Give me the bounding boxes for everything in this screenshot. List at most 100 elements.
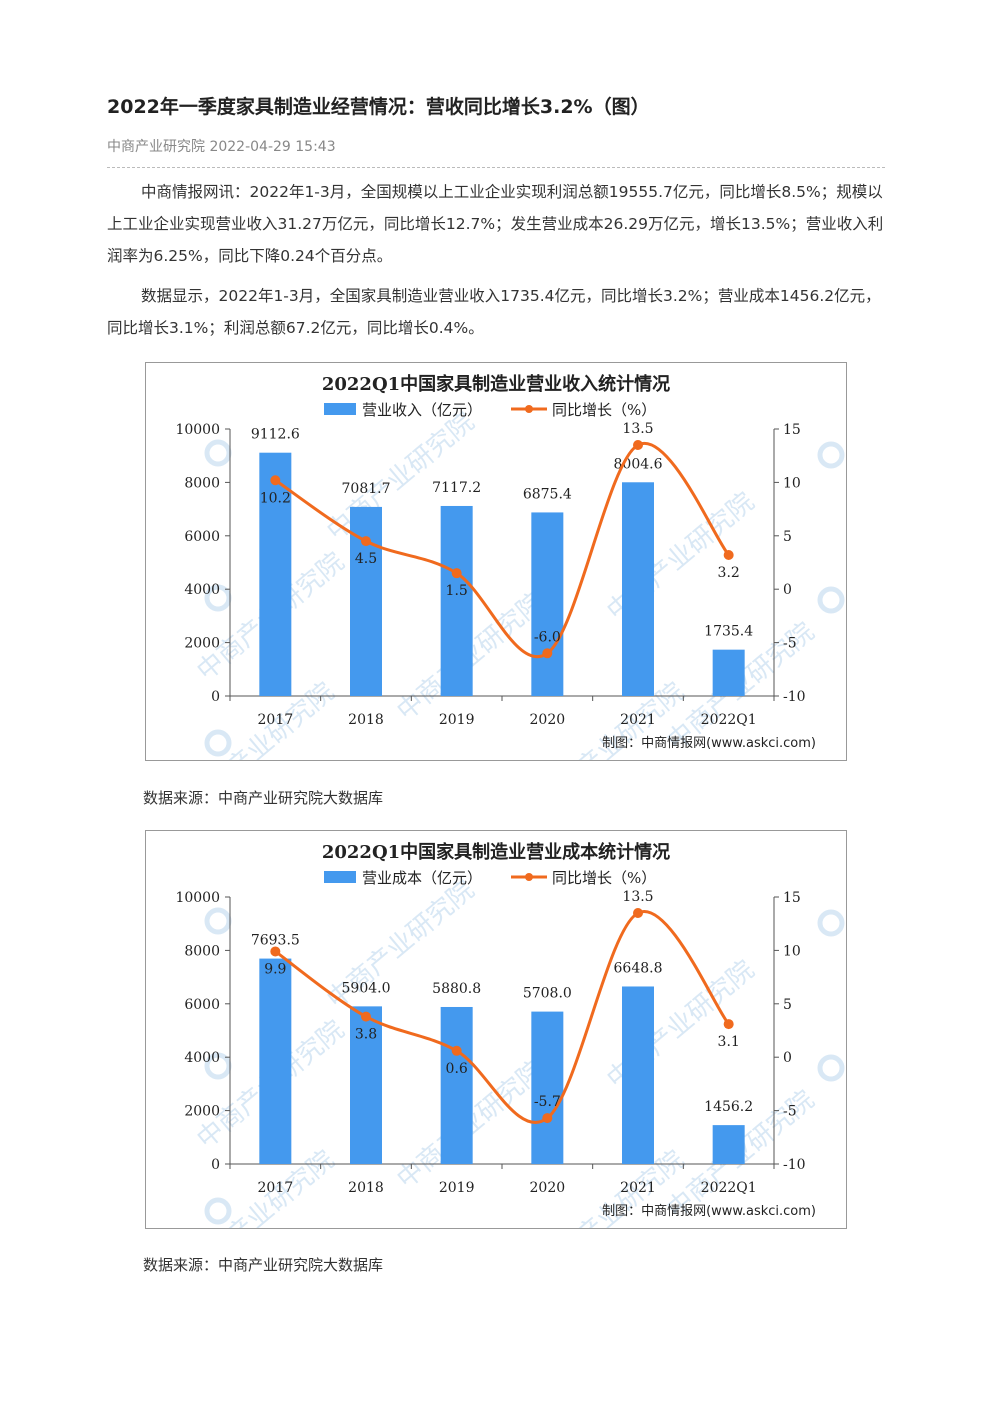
right-axis-tick-label: 15	[783, 422, 801, 438]
watermark-logo	[817, 441, 845, 469]
left-axis-tick-label: 6000	[184, 529, 220, 545]
bar-value-label: 1456.2	[704, 1099, 753, 1115]
growth-value-label: 13.5	[622, 421, 653, 437]
growth-value-label: 3.2	[718, 565, 740, 581]
x-axis-tick-label: 2017	[258, 1180, 294, 1196]
bar	[259, 958, 292, 1164]
bar-value-label: 5880.8	[432, 981, 481, 997]
right-axis-tick-label: 0	[783, 1050, 792, 1066]
revenue-chart-svg: 中商产业研究院中商产业研究院中商产业研究院中商产业研究院中商产业研究院中商产业研…	[175, 373, 845, 760]
bar-value-label: 5904.0	[342, 980, 391, 996]
cost-chart-svg: 中商产业研究院中商产业研究院中商产业研究院中商产业研究院中商产业研究院中商产业研…	[175, 841, 845, 1228]
watermark-logo	[817, 1054, 845, 1082]
growth-value-label: 3.8	[355, 1027, 377, 1043]
bar	[440, 1006, 473, 1164]
right-axis-tick-label: 10	[783, 943, 801, 959]
right-axis-tick-label: 5	[783, 529, 792, 545]
growth-value-label: 10.2	[260, 490, 291, 506]
watermark-logo	[817, 909, 845, 937]
legend-bar-swatch	[324, 871, 356, 883]
legend-line-label: 同比增长（%）	[552, 869, 656, 887]
right-axis-tick-label: -5	[783, 636, 797, 652]
watermark-logo	[817, 586, 845, 614]
legend-bar-label: 营业成本（亿元）	[362, 869, 482, 887]
right-axis-tick-label: -10	[783, 689, 806, 705]
x-axis-tick-label: 2021	[620, 712, 656, 728]
bar-value-label: 7117.2	[432, 480, 481, 496]
growth-value-label: 1.5	[446, 583, 468, 599]
watermark-logo	[204, 1197, 232, 1225]
growth-point	[542, 1113, 553, 1124]
growth-value-label: 0.6	[446, 1061, 468, 1077]
right-axis-tick-label: 5	[783, 997, 792, 1013]
right-axis-tick-label: 10	[783, 475, 801, 491]
watermark-logo	[204, 439, 232, 467]
left-axis-tick-label: 0	[211, 1157, 220, 1173]
watermark-logo	[204, 584, 232, 612]
bar	[440, 505, 473, 696]
right-axis-tick-label: 0	[783, 582, 792, 598]
right-axis-tick-label: -10	[783, 1157, 806, 1173]
bar	[259, 452, 292, 696]
x-axis-tick-label: 2017	[258, 712, 294, 728]
bar	[712, 1125, 745, 1164]
growth-point	[723, 1019, 734, 1030]
bar-value-label: 7693.5	[251, 933, 300, 949]
watermark-logo	[204, 1052, 232, 1080]
x-axis-tick-label: 2019	[439, 712, 475, 728]
x-axis-tick-label: 2020	[530, 712, 566, 728]
growth-value-label: 4.5	[355, 551, 377, 567]
growth-point	[633, 440, 643, 451]
source-note-1: 数据来源：中商产业研究院大数据库	[143, 789, 384, 807]
x-axis-tick-label: 2020	[530, 1180, 566, 1196]
growth-point	[270, 946, 281, 957]
left-axis-tick-label: 10000	[175, 890, 220, 906]
divider	[107, 167, 885, 168]
growth-point	[361, 1011, 371, 1022]
growth-value-label: 13.5	[622, 889, 653, 905]
left-axis-tick-label: 8000	[184, 943, 220, 959]
growth-point	[633, 908, 643, 919]
growth-point	[451, 1045, 462, 1056]
x-axis-tick-label: 2022Q1	[701, 712, 757, 728]
source-note-2: 数据来源：中商产业研究院大数据库	[143, 1256, 384, 1274]
growth-value-label: 9.9	[264, 961, 286, 977]
chart-title: 2022Q1中国家具制造业营业成本统计情况	[322, 841, 670, 863]
bar	[712, 649, 745, 696]
bar-value-label: 6648.8	[614, 960, 663, 976]
watermark-logo	[204, 907, 232, 935]
legend-bar-swatch	[324, 403, 356, 415]
x-axis-tick-label: 2018	[348, 1180, 384, 1196]
legend-line-marker	[525, 873, 533, 881]
bar	[350, 1006, 382, 1164]
bar	[622, 482, 654, 696]
right-axis-tick-label: 15	[783, 890, 801, 906]
watermark-logo	[204, 729, 232, 757]
legend-line-marker	[525, 405, 533, 413]
article-title: 2022年一季度家具制造业经营情况：营收同比增长3.2%（图）	[107, 96, 650, 118]
bar	[531, 512, 564, 696]
paragraph-2: 数据显示，2022年1-3月，全国家具制造业营业收入1735.4亿元，同比增长3…	[107, 287, 881, 337]
legend-bar-label: 营业收入（亿元）	[362, 401, 482, 419]
growth-point	[361, 536, 371, 547]
left-axis-tick-label: 10000	[175, 422, 220, 438]
growth-point	[542, 648, 553, 659]
chart-title: 2022Q1中国家具制造业营业收入统计情况	[322, 373, 670, 395]
left-axis-tick-label: 2000	[184, 636, 220, 652]
x-axis-tick-label: 2019	[439, 1180, 475, 1196]
right-axis-tick-label: -5	[783, 1104, 797, 1120]
revenue-chart: 中商产业研究院中商产业研究院中商产业研究院中商产业研究院中商产业研究院中商产业研…	[145, 362, 847, 761]
x-axis-tick-label: 2021	[620, 1180, 656, 1196]
bar-value-label: 1735.4	[704, 624, 753, 640]
chart-credit: 制图：中商情报网(www.askci.com)	[602, 736, 816, 751]
cost-chart: 中商产业研究院中商产业研究院中商产业研究院中商产业研究院中商产业研究院中商产业研…	[145, 830, 847, 1229]
growth-value-label: 3.1	[718, 1034, 740, 1050]
left-axis-tick-label: 0	[211, 689, 220, 705]
growth-point	[451, 568, 462, 579]
article-meta: 中商产业研究院 2022-04-29 15:43	[107, 139, 336, 155]
paragraph-1: 中商情报网讯：2022年1-3月，全国规模以上工业企业实现利润总额19555.7…	[107, 183, 884, 265]
growth-value-label: -6.0	[534, 629, 561, 645]
bar	[622, 986, 654, 1164]
left-axis-tick-label: 2000	[184, 1104, 220, 1120]
left-axis-tick-label: 4000	[184, 1050, 220, 1066]
